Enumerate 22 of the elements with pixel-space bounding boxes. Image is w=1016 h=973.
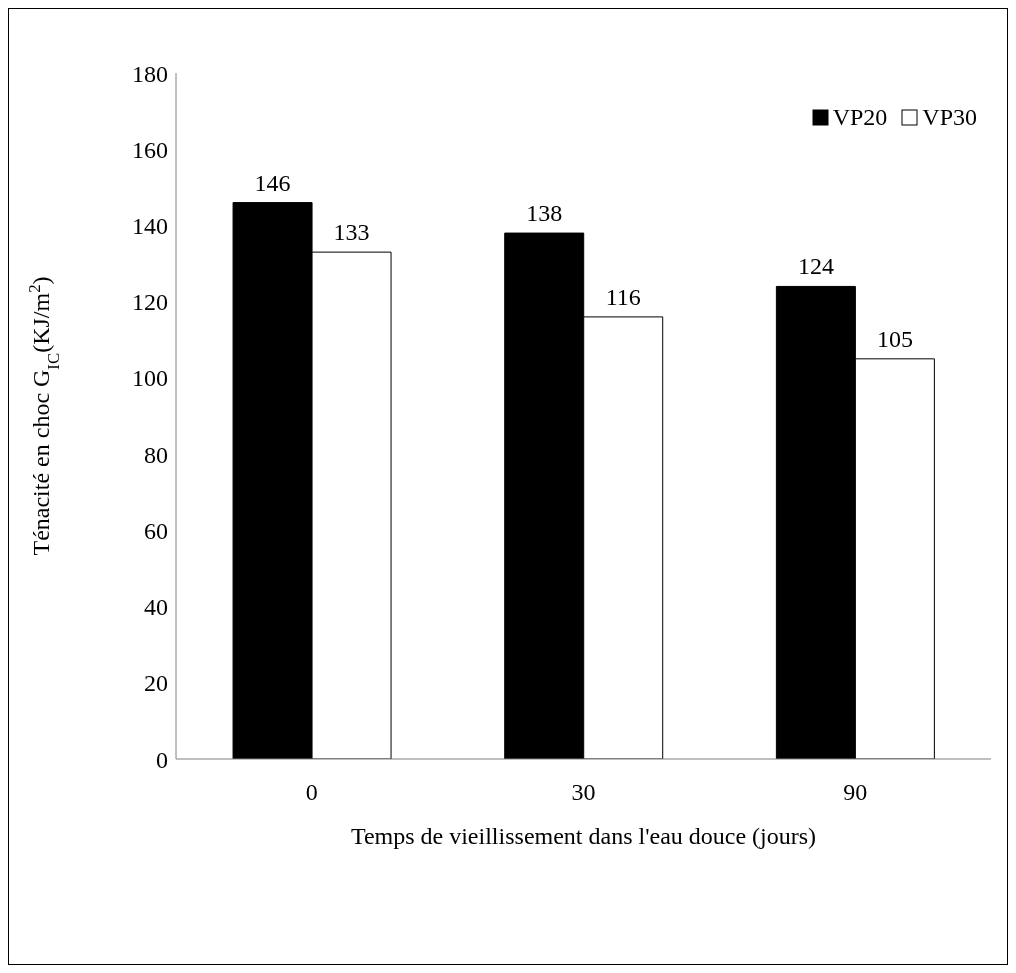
y-tick-label: 60 — [144, 517, 168, 544]
x-tick-label: 30 — [571, 779, 596, 806]
data-label: 138 — [526, 200, 563, 227]
x-tick-label: 0 — [305, 779, 318, 806]
y-tick-label: 80 — [144, 441, 168, 468]
legend-label: VP30 — [922, 104, 977, 131]
y-tick-label: 20 — [144, 670, 168, 697]
legend-label: VP20 — [832, 104, 888, 131]
data-label: 146 — [254, 169, 291, 196]
y-tick-label: 160 — [132, 136, 168, 163]
data-label: 116 — [605, 283, 641, 310]
data-label: 124 — [797, 253, 834, 280]
y-tick-label: 180 — [132, 60, 168, 87]
x-tick-label: 90 — [843, 779, 868, 806]
y-tick-label: 120 — [132, 289, 168, 316]
y-tick-label: 140 — [132, 212, 168, 239]
data-label: 133 — [333, 219, 370, 246]
y-tick-label: 0 — [156, 746, 168, 773]
y-tick-label: 100 — [132, 365, 168, 392]
y-tick-label: 40 — [144, 594, 168, 621]
data-label: 105 — [876, 325, 913, 352]
x-axis-title: Temps de vieillissement dans l'eau douce (jours) — [350, 823, 817, 849]
